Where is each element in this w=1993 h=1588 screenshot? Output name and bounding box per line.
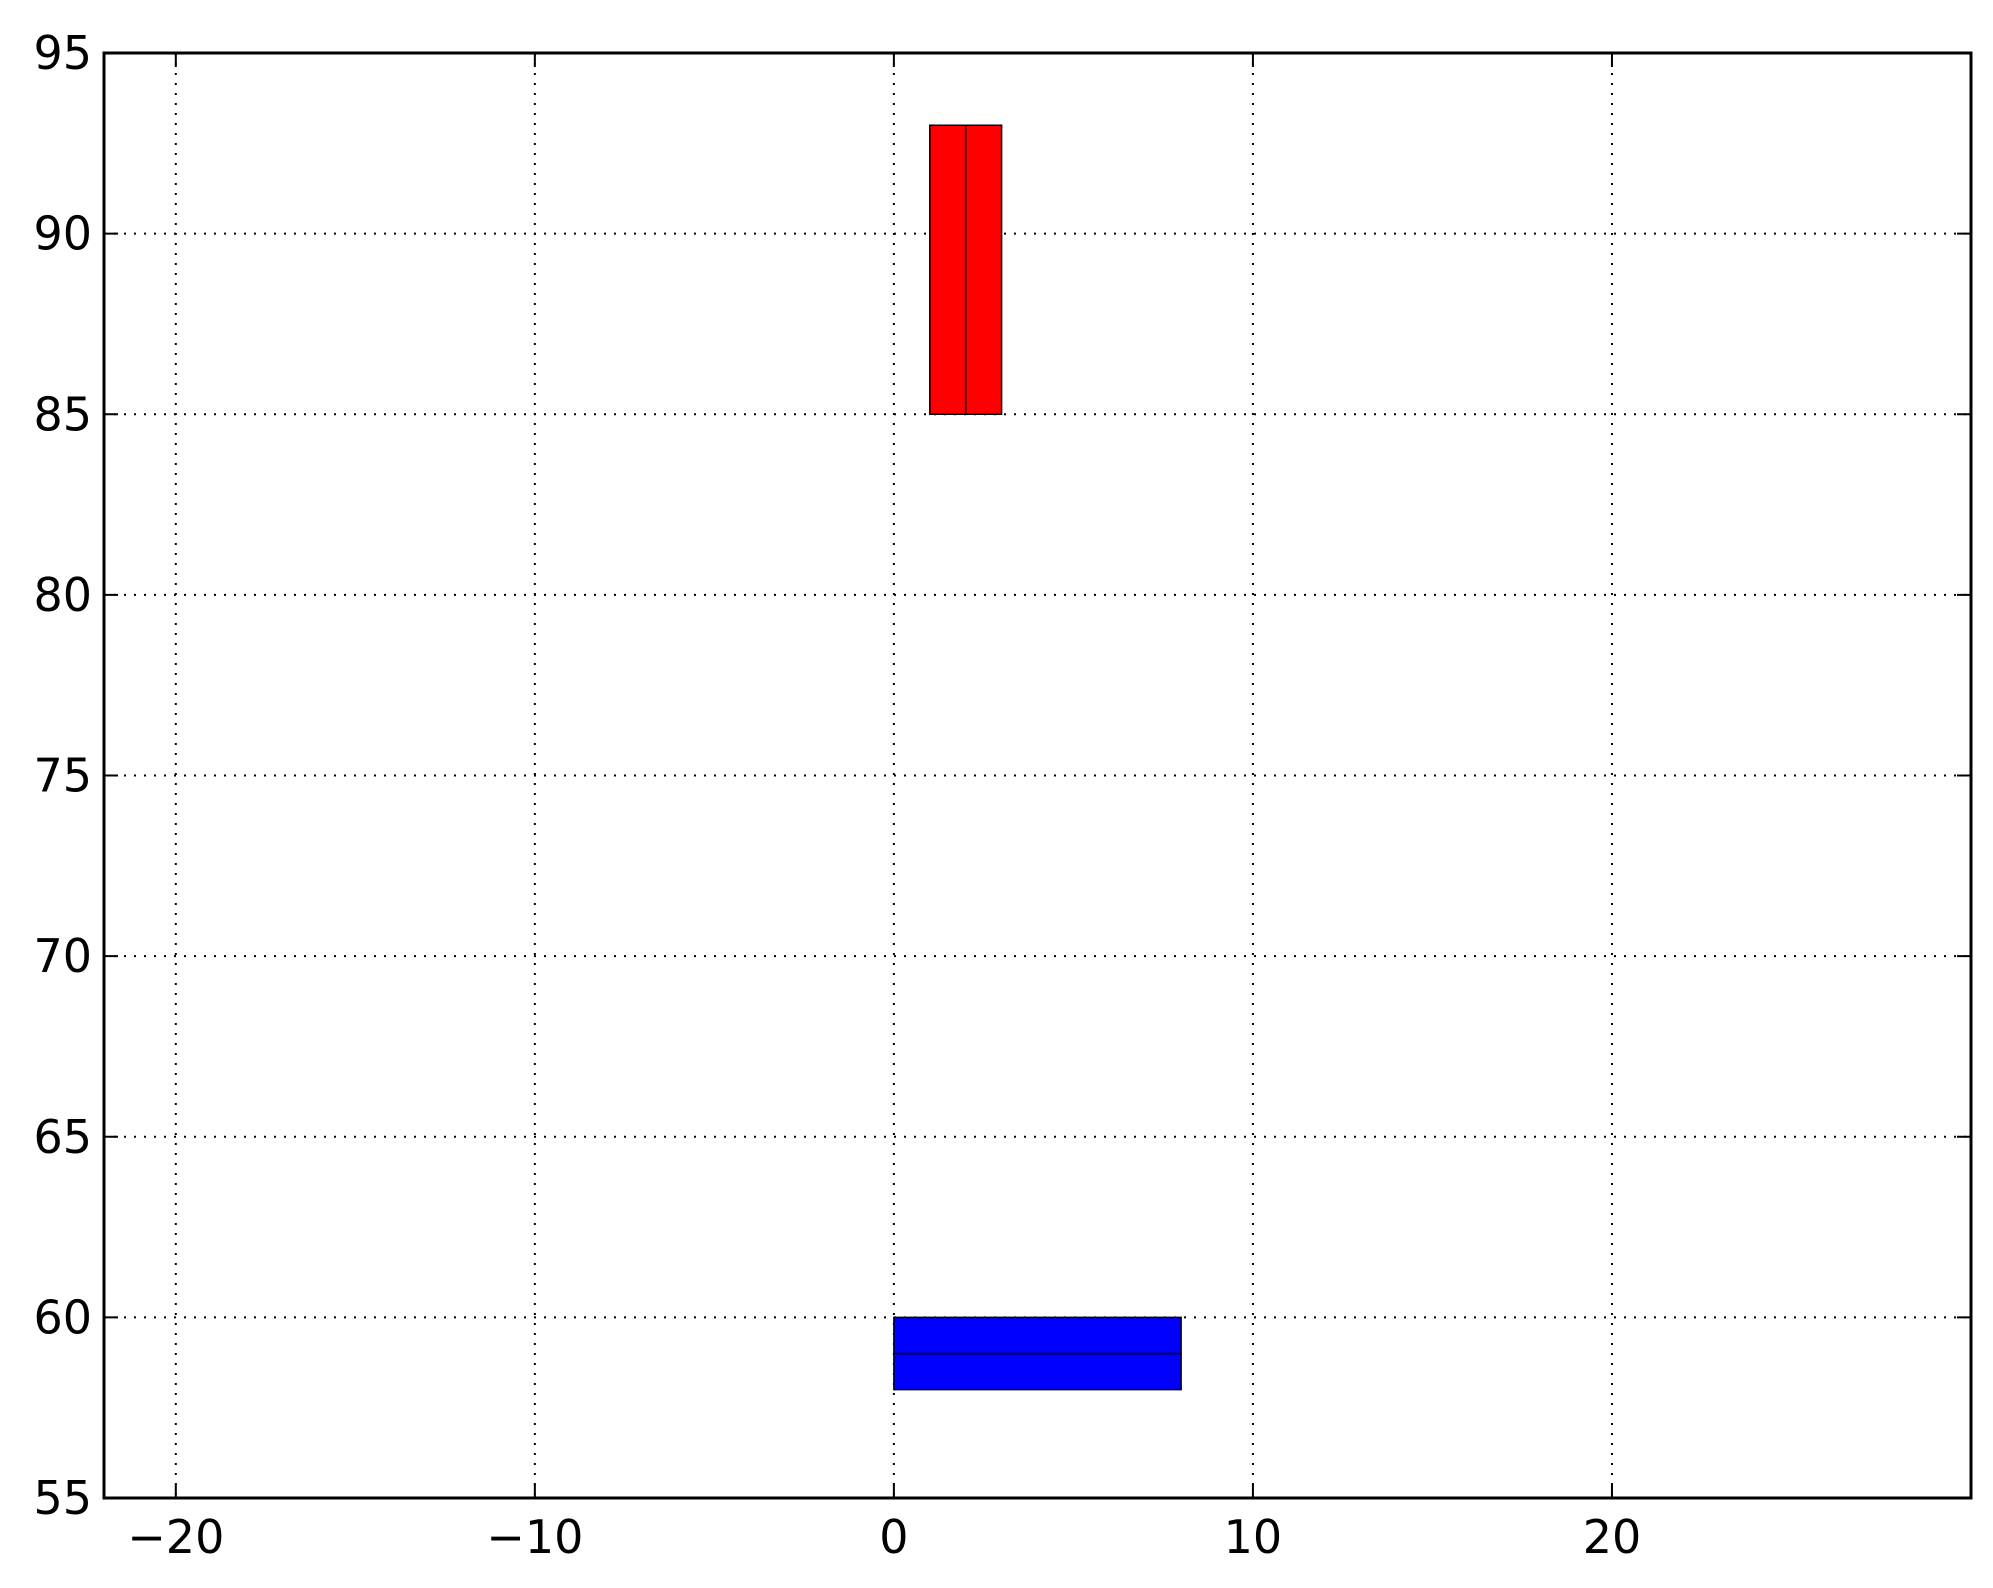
- x-tick-label: 0: [879, 1510, 908, 1564]
- y-tick-label: 75: [33, 749, 92, 803]
- bar: [893, 1316, 1182, 1355]
- bars: [893, 124, 1182, 1391]
- y-tick-labels: 55 60 65 70 75 80 85 90 95: [33, 26, 92, 1525]
- y-tick-label: 65: [33, 1110, 92, 1164]
- y-tick-label: 60: [33, 1290, 92, 1344]
- x-tick-label: 20: [1583, 1510, 1642, 1564]
- bar: [893, 1352, 1182, 1391]
- grid: [104, 52, 1971, 1499]
- y-tick-label: 80: [33, 568, 92, 622]
- y-tick-label: 90: [33, 207, 92, 261]
- tick-marks: [104, 52, 1971, 1499]
- x-tick-label: 10: [1224, 1510, 1283, 1564]
- bar: [964, 124, 1003, 415]
- x-tick-label: −20: [127, 1510, 224, 1564]
- y-tick-label: 85: [33, 387, 92, 441]
- x-tick-label: −10: [486, 1510, 583, 1564]
- y-tick-label: 95: [33, 26, 92, 80]
- y-tick-label: 70: [33, 929, 92, 983]
- bar: [929, 124, 967, 415]
- y-tick-label: 55: [33, 1471, 92, 1525]
- plot-frame: [102, 51, 1973, 1500]
- x-tick-labels: −20 −10 0 10 20: [127, 1510, 1641, 1564]
